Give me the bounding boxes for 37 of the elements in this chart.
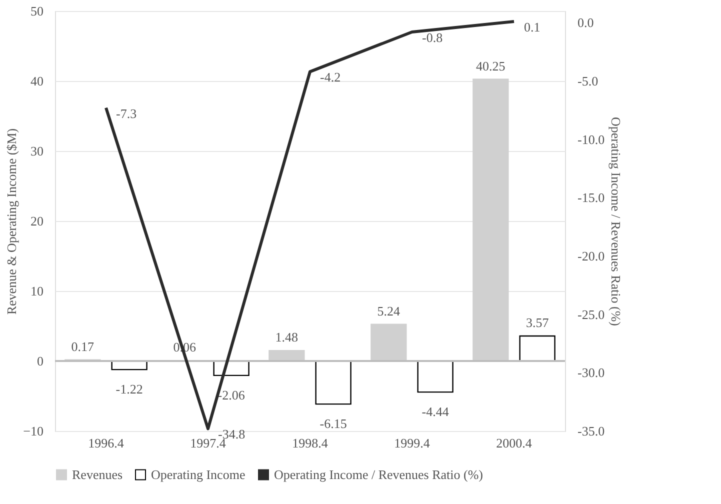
y-tick-label: 20 — [30, 214, 44, 228]
y2-tick-label: -15.0 — [578, 190, 605, 206]
data-label: 3.57 — [526, 315, 550, 330]
data-label: 5.24 — [377, 303, 401, 318]
y2-tick-label: -30.0 — [578, 365, 605, 380]
data-label: -6.15 — [320, 416, 347, 432]
x-tick-label: 1996.4 — [88, 436, 124, 450]
y-tick-label: −10 — [23, 424, 44, 438]
legend-label: Revenues — [72, 466, 123, 482]
data-label: -4.2 — [320, 70, 341, 85]
legend-label: Operating Income / Revenues Ratio (%) — [274, 466, 484, 482]
data-label: 0.17 — [71, 338, 95, 354]
y-tick-label: 40 — [30, 74, 44, 88]
data-label: -4.44 — [422, 404, 450, 420]
x-tick-label: 1999.4 — [394, 436, 430, 450]
data-label: 40.25 — [476, 58, 506, 74]
y2-tick-label: -25.0 — [578, 306, 605, 322]
y-axis-title: Revenue & Operating Income ($M) — [4, 128, 20, 315]
legend-label: Operating Income — [151, 466, 246, 482]
data-label: -0.8 — [422, 30, 443, 45]
data-label: 0.1 — [524, 20, 540, 34]
x-tick-label: 2000.4 — [496, 436, 532, 450]
data-label: -2.06 — [218, 387, 246, 402]
y-tick-label: 10 — [30, 284, 44, 298]
y2-axis-title: Operating Income / Revenues Ratio (%) — [608, 116, 624, 326]
data-label: -1.22 — [116, 382, 143, 397]
y-tick-label: 30 — [30, 144, 44, 158]
y2-tick-label: -5.0 — [578, 74, 598, 88]
data-label: -7.3 — [116, 106, 137, 121]
data-label: 1.48 — [275, 330, 298, 345]
y2-tick-label: -35.0 — [578, 424, 605, 438]
y-tick-label: 50 — [30, 4, 44, 18]
y2-tick-label: 0.0 — [578, 15, 594, 30]
x-tick-label: 1998.4 — [292, 436, 328, 450]
y-tick-label: 0 — [37, 354, 44, 368]
y2-tick-label: -20.0 — [578, 248, 605, 264]
y2-tick-label: -10.0 — [578, 132, 605, 147]
